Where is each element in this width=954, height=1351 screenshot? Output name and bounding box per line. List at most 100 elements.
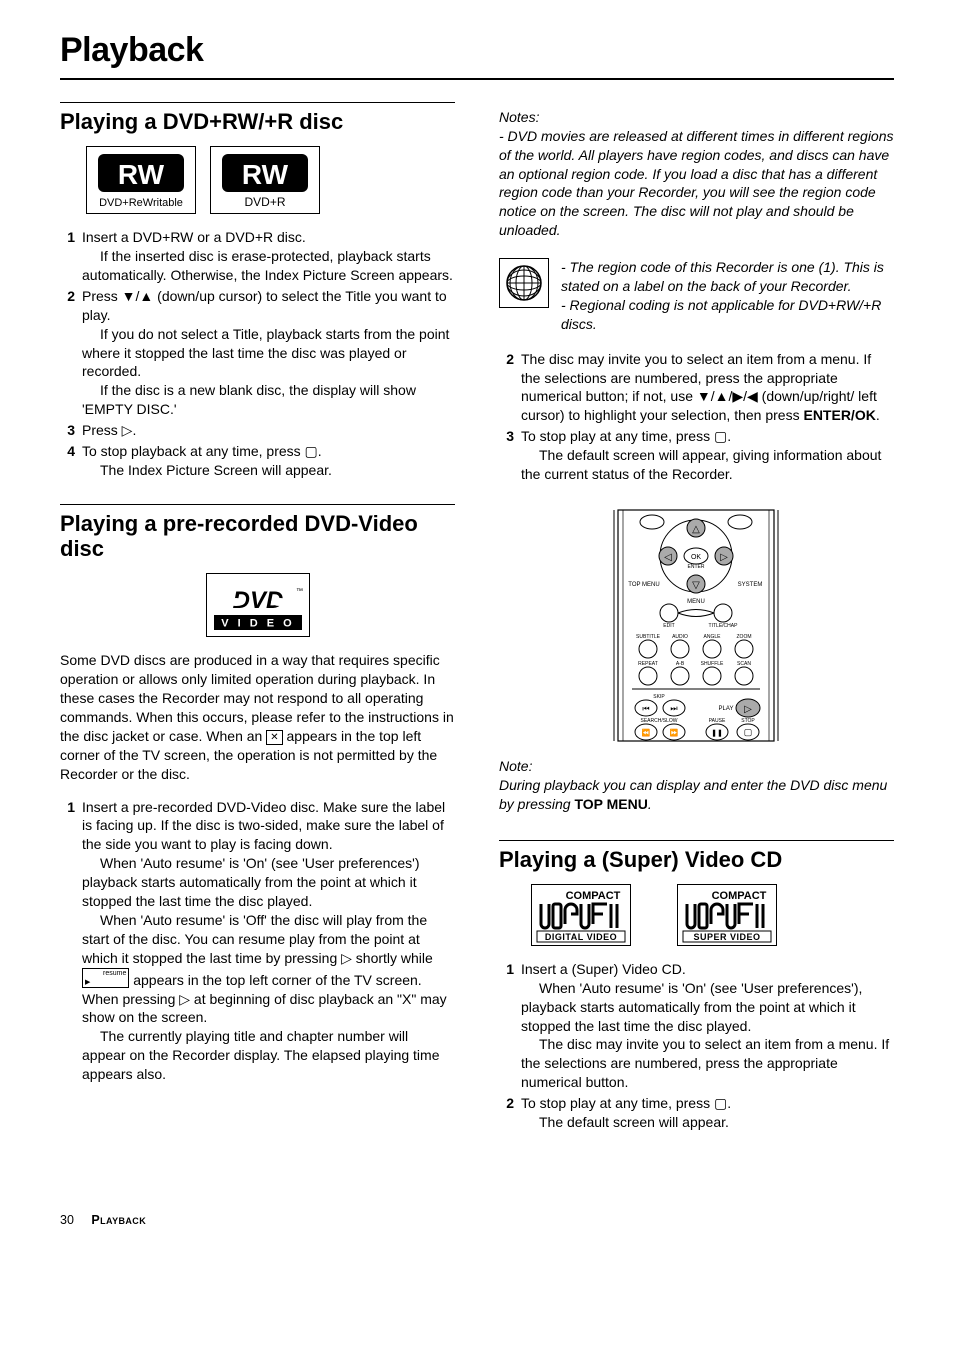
svg-text:AUDIO: AUDIO bbox=[672, 634, 688, 640]
svg-text:COMPACT: COMPACT bbox=[712, 890, 767, 902]
note-block-2: Note: During playback you can display an… bbox=[499, 757, 894, 814]
step-text: When 'Auto resume' is 'On' (see 'User pr… bbox=[521, 979, 894, 1036]
step-text: The Index Picture Screen will appear. bbox=[82, 461, 455, 480]
svg-text:ZOOM: ZOOM bbox=[737, 634, 752, 640]
step-body: The disc may invite you to select an ite… bbox=[521, 350, 894, 426]
dvd-rewritable-logo: RW DVD+ReWritable bbox=[86, 146, 196, 214]
step-text: The default screen will appear, giving i… bbox=[521, 446, 894, 484]
svg-text:❚❚: ❚❚ bbox=[711, 729, 723, 737]
step-body: Insert a DVD+RW or a DVD+R disc. If the … bbox=[82, 228, 455, 285]
svg-text:▢: ▢ bbox=[744, 727, 753, 737]
step: 1 Insert a pre-recorded DVD-Video disc. … bbox=[60, 798, 455, 1084]
step-text: The disc may invite you to select an ite… bbox=[521, 1035, 894, 1092]
text-part: . bbox=[648, 796, 652, 812]
svg-text:◁: ◁ bbox=[664, 552, 672, 563]
chapter-title: Playback bbox=[60, 28, 894, 74]
svg-text:OK: OK bbox=[691, 554, 701, 561]
svg-text:SUBTITLE: SUBTITLE bbox=[636, 634, 661, 640]
steps-right-top: 2 The disc may invite you to select an i… bbox=[499, 350, 894, 484]
cd-logo-row: COMPACT DIGITAL VIDEO COMPACT bbox=[531, 884, 894, 946]
chapter-rule bbox=[60, 78, 894, 80]
step-marker: 2 bbox=[60, 287, 82, 419]
svg-text:PAUSE: PAUSE bbox=[709, 718, 726, 724]
region-text: - The region code of this Recorder is on… bbox=[561, 258, 894, 334]
svg-text:▽: ▽ bbox=[692, 580, 700, 591]
step-marker: 1 bbox=[60, 798, 82, 1084]
step: 1 Insert a (Super) Video CD. When 'Auto … bbox=[499, 960, 894, 1092]
invalid-icon: ✕ bbox=[266, 730, 282, 746]
steps-rw: 1 Insert a DVD+RW or a DVD+R disc. If th… bbox=[60, 228, 455, 480]
svg-text:PLAY: PLAY bbox=[719, 706, 734, 712]
step-body: Insert a (Super) Video CD. When 'Auto re… bbox=[521, 960, 894, 1092]
step-text: When 'Auto resume' is 'On' (see 'User pr… bbox=[82, 854, 455, 911]
svg-text:SHUFFLE: SHUFFLE bbox=[701, 661, 724, 667]
step-text: The disc may invite you to select an ite… bbox=[521, 350, 894, 426]
page-number: 30 bbox=[60, 1213, 74, 1227]
svg-text:RW: RW bbox=[118, 159, 165, 190]
section-rule bbox=[60, 102, 455, 103]
steps-svcd: 1 Insert a (Super) Video CD. When 'Auto … bbox=[499, 960, 894, 1132]
step-body: Insert a pre-recorded DVD-Video disc. Ma… bbox=[82, 798, 455, 1084]
svg-text:TOP MENU: TOP MENU bbox=[628, 582, 659, 588]
svg-text:V I D E O: V I D E O bbox=[221, 618, 294, 630]
left-column: Playing a DVD+RW/+R disc RW DVD+ReWritab… bbox=[60, 102, 455, 1156]
step-text: Press ▷. bbox=[82, 421, 455, 440]
step-body: Press ▷. bbox=[82, 421, 455, 440]
svg-text:DVD+R: DVD+R bbox=[244, 195, 285, 209]
step-marker: 3 bbox=[60, 421, 82, 440]
step-marker: 2 bbox=[499, 350, 521, 426]
step-body: Press ▼/▲ (down/up cursor) to select the… bbox=[82, 287, 455, 419]
enter-ok-label: ENTER/OK bbox=[803, 407, 875, 423]
svg-text:⏩: ⏩ bbox=[670, 728, 679, 737]
step-text: To stop playback at any time, press ▢. bbox=[82, 442, 455, 461]
footer-section-label: Playback bbox=[91, 1213, 146, 1227]
step-text: Press ▼/▲ (down/up cursor) to select the… bbox=[82, 287, 455, 325]
step-text: If the inserted disc is erase-protected,… bbox=[82, 247, 455, 285]
step: 2 Press ▼/▲ (down/up cursor) to select t… bbox=[60, 287, 455, 419]
svg-text:TITLE/CHAP: TITLE/CHAP bbox=[709, 623, 739, 629]
columns: Playing a DVD+RW/+R disc RW DVD+ReWritab… bbox=[60, 102, 894, 1156]
step-text: To stop play at any time, press ▢. bbox=[521, 1094, 894, 1113]
step-text: When 'Auto resume' is 'Off' the disc wil… bbox=[82, 911, 455, 1027]
remote-illustration: △ ▽ ◁ ▷ OK ENTER TOP MENU SYSTEM MENU ED… bbox=[499, 508, 894, 743]
text-part: When 'Auto resume' is 'Off' the disc wil… bbox=[82, 912, 433, 966]
svg-text:▷: ▷ bbox=[744, 704, 752, 715]
dvd-video-logo: DVD ™ V I D E O bbox=[60, 573, 455, 637]
svg-text:ENTER: ENTER bbox=[688, 564, 705, 570]
logo-row-rw: RW DVD+ReWritable RW DVD+R bbox=[86, 146, 455, 214]
svg-text:ANGLE: ANGLE bbox=[704, 634, 722, 640]
region-line: - Regional coding is not applicable for … bbox=[561, 296, 894, 334]
svg-text:COMPACT: COMPACT bbox=[566, 890, 621, 902]
dvd-plus-r-logo: RW DVD+R bbox=[210, 146, 320, 214]
step-marker: 4 bbox=[60, 442, 82, 480]
step-text: Insert a DVD+RW or a DVD+R disc. bbox=[82, 228, 455, 247]
svg-text:RW: RW bbox=[242, 159, 289, 190]
step: 2 To stop play at any time, press ▢. The… bbox=[499, 1094, 894, 1132]
svg-text:DIGITAL VIDEO: DIGITAL VIDEO bbox=[545, 932, 617, 942]
globe-icon bbox=[499, 258, 549, 308]
section-rule bbox=[499, 840, 894, 841]
steps-dvdvideo: 1 Insert a pre-recorded DVD-Video disc. … bbox=[60, 798, 455, 1084]
section-rule bbox=[60, 504, 455, 505]
top-menu-label: TOP MENU bbox=[574, 796, 647, 812]
step-body: To stop play at any time, press ▢. The d… bbox=[521, 427, 894, 484]
region-block: - The region code of this Recorder is on… bbox=[499, 258, 894, 334]
section-title-rw: Playing a DVD+RW/+R disc bbox=[60, 109, 455, 134]
section-title-dvdvideo: Playing a pre-recorded DVD-Video disc bbox=[60, 511, 455, 562]
notes-heading: Notes: bbox=[499, 108, 894, 127]
svg-text:™: ™ bbox=[296, 588, 303, 595]
step: 3 To stop play at any time, press ▢. The… bbox=[499, 427, 894, 484]
step-text: If the disc is a new blank disc, the dis… bbox=[82, 381, 455, 419]
svg-text:A-B: A-B bbox=[676, 661, 685, 667]
svg-text:EDIT: EDIT bbox=[663, 623, 674, 629]
step-text: Insert a pre-recorded DVD-Video disc. Ma… bbox=[82, 798, 455, 855]
intro-paragraph: Some DVD discs are produced in a way tha… bbox=[60, 651, 455, 783]
svg-text:SYSTEM: SYSTEM bbox=[738, 582, 763, 588]
step: 2 The disc may invite you to select an i… bbox=[499, 350, 894, 426]
step-marker: 1 bbox=[60, 228, 82, 285]
region-line: - The region code of this Recorder is on… bbox=[561, 258, 894, 296]
page-footer: 30 Playback bbox=[60, 1212, 894, 1229]
svg-text:REPEAT: REPEAT bbox=[638, 661, 658, 667]
cd-super-video-logo: COMPACT SUPER VIDEO bbox=[677, 884, 777, 946]
svg-text:DVD+ReWritable: DVD+ReWritable bbox=[99, 197, 183, 209]
